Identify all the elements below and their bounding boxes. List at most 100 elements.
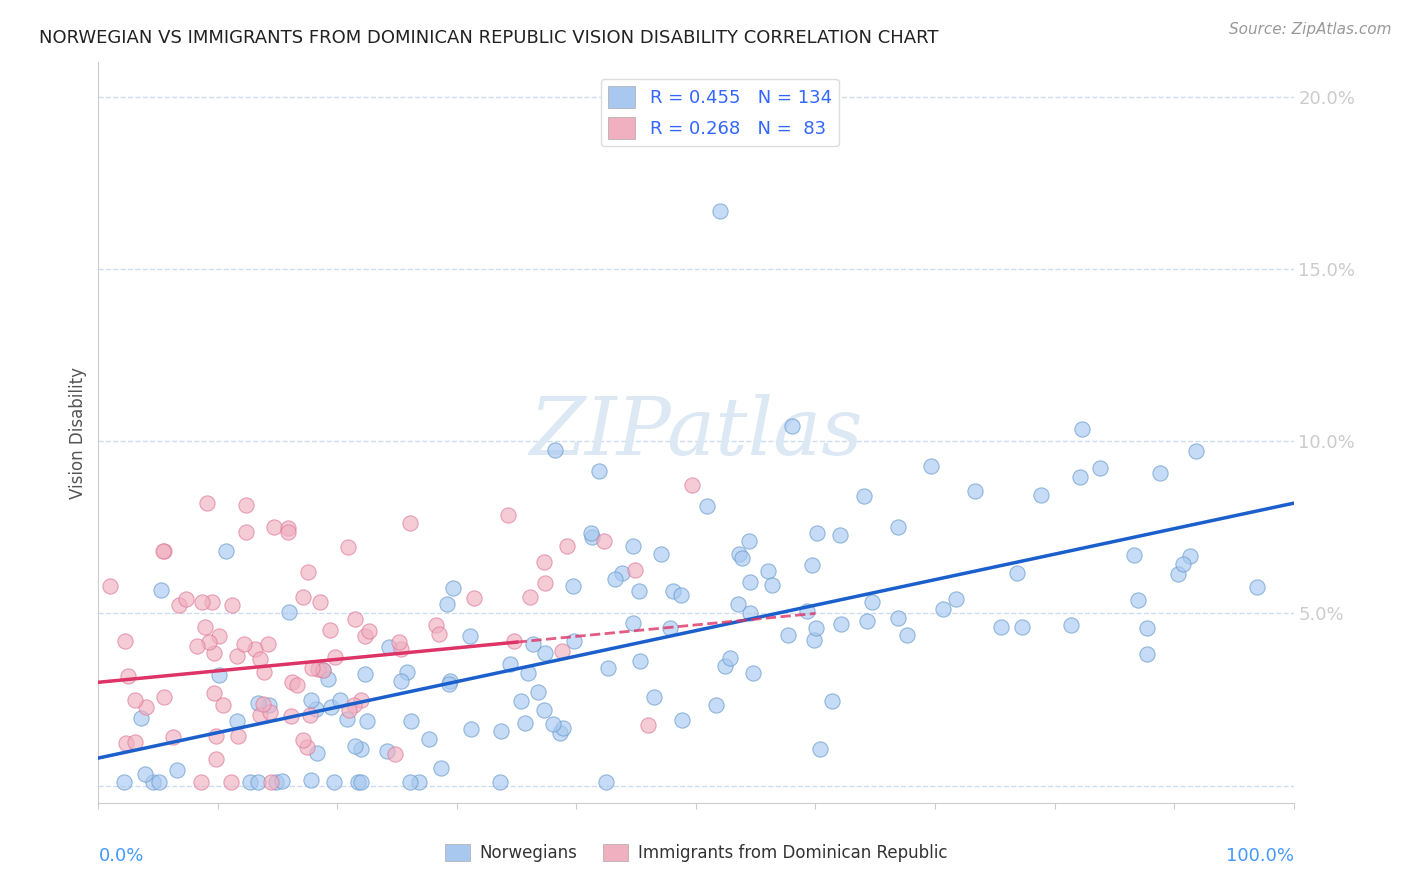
Point (278, 605, 301, 619)
Point (828, 528, 851, 542)
Point (1011, 620, 1033, 634)
Point (301, 660, 323, 674)
Point (378, 640, 401, 654)
Point (821, 694, 844, 708)
Point (239, 775, 262, 789)
Point (252, 697, 274, 711)
Point (463, 591, 485, 605)
Point (852, 489, 875, 503)
Point (963, 484, 986, 499)
Point (669, 588, 692, 602)
Point (1246, 580, 1268, 594)
Point (194, 620, 217, 634)
Point (1173, 557, 1195, 571)
Point (1178, 549, 1201, 563)
Point (190, 595, 212, 609)
Point (1069, 470, 1091, 484)
Point (562, 579, 585, 593)
Point (308, 595, 330, 609)
Point (1149, 467, 1171, 481)
Point (1185, 443, 1208, 458)
Point (427, 627, 450, 641)
Point (533, 703, 555, 717)
Point (205, 729, 228, 743)
Point (98, 579, 121, 593)
Point (801, 558, 824, 572)
Point (610, 566, 633, 581)
Point (247, 696, 270, 710)
Point (662, 583, 685, 598)
Point (287, 678, 309, 692)
Point (375, 744, 398, 758)
Point (249, 651, 271, 665)
Point (534, 646, 557, 660)
Point (756, 564, 779, 578)
Point (281, 675, 304, 690)
Point (114, 736, 136, 750)
Point (671, 713, 693, 727)
Point (516, 665, 538, 680)
Point (503, 633, 526, 648)
Point (1167, 566, 1189, 581)
Point (152, 544, 174, 558)
Point (727, 597, 749, 611)
Point (1136, 647, 1159, 661)
Point (579, 526, 602, 541)
Point (243, 642, 266, 657)
Text: Source: ZipAtlas.com: Source: ZipAtlas.com (1229, 22, 1392, 37)
Point (247, 775, 270, 789)
Point (112, 775, 135, 789)
Point (945, 591, 967, 606)
Point (778, 628, 800, 642)
Point (436, 597, 458, 611)
Point (232, 637, 254, 651)
Point (259, 706, 281, 720)
Point (124, 693, 146, 707)
Point (637, 718, 659, 732)
Legend: Norwegians, Immigrants from Dominican Republic: Norwegians, Immigrants from Dominican Re… (439, 837, 953, 869)
Text: 100.0%: 100.0% (1226, 847, 1294, 865)
Point (544, 442, 567, 457)
Point (346, 775, 368, 789)
Point (249, 708, 271, 723)
Point (277, 525, 299, 540)
Point (408, 775, 430, 789)
Point (215, 544, 238, 558)
Point (319, 623, 342, 637)
Point (803, 633, 825, 648)
Point (389, 673, 412, 688)
Point (738, 533, 761, 548)
Point (439, 673, 461, 688)
Point (307, 746, 329, 760)
Point (804, 621, 827, 635)
Point (162, 730, 184, 744)
Point (336, 712, 359, 726)
Point (305, 702, 328, 716)
Point (1007, 566, 1029, 581)
Point (312, 663, 335, 677)
Point (388, 634, 411, 648)
Point (595, 775, 617, 789)
Point (720, 651, 742, 665)
Point (389, 642, 412, 657)
Point (623, 563, 645, 577)
Point (605, 572, 627, 586)
Point (323, 650, 346, 665)
Point (1090, 460, 1112, 475)
Point (295, 740, 318, 755)
Point (1122, 549, 1144, 563)
Point (555, 539, 578, 553)
Point (291, 733, 314, 747)
Point (650, 547, 672, 561)
Point (337, 703, 360, 717)
Point (543, 716, 565, 731)
Point (201, 595, 224, 609)
Point (551, 721, 574, 735)
Point (1126, 593, 1149, 607)
Point (533, 555, 555, 569)
Point (344, 612, 367, 626)
Point (124, 734, 146, 748)
Point (696, 499, 718, 513)
Point (307, 662, 329, 676)
Point (208, 667, 231, 681)
